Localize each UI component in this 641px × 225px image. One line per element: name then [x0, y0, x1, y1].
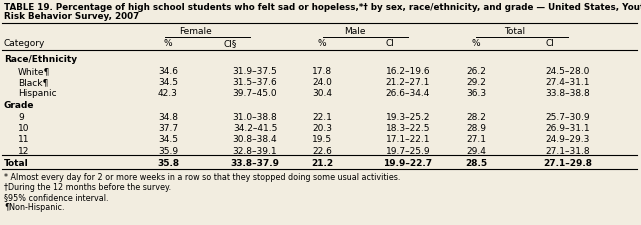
- Text: 29.2: 29.2: [466, 78, 486, 87]
- Text: †During the 12 months before the survey.: †During the 12 months before the survey.: [4, 183, 171, 192]
- Text: 34.5: 34.5: [158, 78, 178, 87]
- Text: 31.0–38.8: 31.0–38.8: [233, 113, 278, 122]
- Text: Female: Female: [179, 27, 212, 36]
- Text: 24.9–29.3: 24.9–29.3: [546, 135, 590, 144]
- Text: 34.6: 34.6: [158, 67, 178, 76]
- Text: 31.5–37.6: 31.5–37.6: [233, 78, 278, 87]
- Text: 33.8–38.8: 33.8–38.8: [545, 89, 590, 98]
- Text: 19.7–25.9: 19.7–25.9: [386, 147, 430, 156]
- Text: 39.7–45.0: 39.7–45.0: [233, 89, 278, 98]
- Text: 31.9–37.5: 31.9–37.5: [233, 67, 278, 76]
- Text: 26.2: 26.2: [466, 67, 486, 76]
- Text: TABLE 19. Percentage of high school students who felt sad or hopeless,*† by sex,: TABLE 19. Percentage of high school stud…: [4, 3, 641, 12]
- Text: 27.1–31.8: 27.1–31.8: [545, 147, 590, 156]
- Text: CI: CI: [386, 39, 394, 48]
- Text: * Almost every day for 2 or more weeks in a row so that they stopped doing some : * Almost every day for 2 or more weeks i…: [4, 173, 401, 182]
- Text: 18.3–22.5: 18.3–22.5: [386, 124, 430, 133]
- Text: 21.2: 21.2: [311, 159, 333, 168]
- Text: 28.2: 28.2: [466, 113, 486, 122]
- Text: 24.0: 24.0: [312, 78, 332, 87]
- Text: 35.9: 35.9: [158, 147, 178, 156]
- Text: 25.7–30.9: 25.7–30.9: [545, 113, 590, 122]
- Text: 32.8–39.1: 32.8–39.1: [233, 147, 278, 156]
- Text: 36.3: 36.3: [466, 89, 486, 98]
- Text: 22.1: 22.1: [312, 113, 332, 122]
- Text: White¶: White¶: [18, 67, 51, 76]
- Text: Hispanic: Hispanic: [18, 89, 56, 98]
- Text: %: %: [163, 39, 172, 48]
- Text: 19.3–25.2: 19.3–25.2: [386, 113, 430, 122]
- Text: §95% confidence interval.: §95% confidence interval.: [4, 193, 108, 202]
- Text: ¶Non-Hispanic.: ¶Non-Hispanic.: [4, 203, 65, 212]
- Text: 27.1: 27.1: [466, 135, 486, 144]
- Text: Male: Male: [344, 27, 366, 36]
- Text: %: %: [472, 39, 480, 48]
- Text: 34.8: 34.8: [158, 113, 178, 122]
- Text: 24.5–28.0: 24.5–28.0: [546, 67, 590, 76]
- Text: 42.3: 42.3: [158, 89, 178, 98]
- Text: 27.1–29.8: 27.1–29.8: [544, 159, 592, 168]
- Text: 28.5: 28.5: [465, 159, 487, 168]
- Text: 37.7: 37.7: [158, 124, 178, 133]
- Text: 9: 9: [18, 113, 24, 122]
- Text: 22.6: 22.6: [312, 147, 332, 156]
- Text: Risk Behavior Survey, 2007: Risk Behavior Survey, 2007: [4, 12, 139, 21]
- Text: 29.4: 29.4: [466, 147, 486, 156]
- Text: 11: 11: [18, 135, 29, 144]
- Text: 28.9: 28.9: [466, 124, 486, 133]
- Text: 27.4–31.1: 27.4–31.1: [545, 78, 590, 87]
- Text: Category: Category: [4, 39, 46, 48]
- Text: %: %: [318, 39, 326, 48]
- Text: 12: 12: [18, 147, 29, 156]
- Text: Grade: Grade: [4, 101, 35, 110]
- Text: 26.9–31.1: 26.9–31.1: [545, 124, 590, 133]
- Text: Total: Total: [504, 27, 526, 36]
- Text: Total: Total: [4, 159, 29, 168]
- Text: 19.9–22.7: 19.9–22.7: [383, 159, 433, 168]
- Text: 20.3: 20.3: [312, 124, 332, 133]
- Text: 35.8: 35.8: [157, 159, 179, 168]
- Text: CI: CI: [545, 39, 554, 48]
- Text: 34.5: 34.5: [158, 135, 178, 144]
- Text: 21.2–27.1: 21.2–27.1: [386, 78, 430, 87]
- Text: 17.1–22.1: 17.1–22.1: [386, 135, 430, 144]
- Text: 16.2–19.6: 16.2–19.6: [386, 67, 430, 76]
- Text: 19.5: 19.5: [312, 135, 332, 144]
- Text: Race/Ethnicity: Race/Ethnicity: [4, 55, 77, 64]
- Text: 33.8–37.9: 33.8–37.9: [231, 159, 279, 168]
- Text: 30.8–38.4: 30.8–38.4: [233, 135, 278, 144]
- Text: 30.4: 30.4: [312, 89, 332, 98]
- Text: 26.6–34.4: 26.6–34.4: [386, 89, 430, 98]
- Text: 10: 10: [18, 124, 29, 133]
- Text: Black¶: Black¶: [18, 78, 48, 87]
- Text: 17.8: 17.8: [312, 67, 332, 76]
- Text: CI§: CI§: [223, 39, 237, 48]
- Text: 34.2–41.5: 34.2–41.5: [233, 124, 277, 133]
